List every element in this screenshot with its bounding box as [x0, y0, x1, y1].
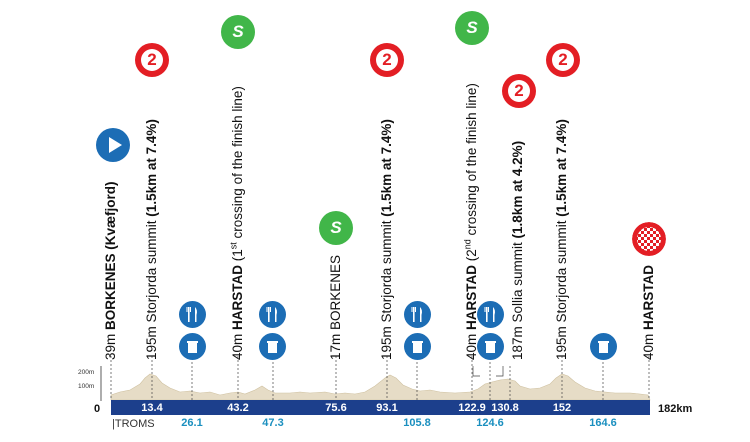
- km-top-label: 93.1: [376, 402, 398, 414]
- waypoint-label-sprint2: 17m BORKENES: [328, 254, 343, 360]
- fork-knife-icon: [179, 301, 206, 328]
- km-top-label: 43.2: [227, 402, 249, 414]
- km-top-label: 75.6: [325, 402, 347, 414]
- km-bottom-label: 164.6: [589, 417, 617, 429]
- waypoint-label-start: 39m BORKENES (Kvæfjord): [103, 181, 118, 360]
- trash-bin-icon: [179, 333, 206, 360]
- km-top-label: 152: [552, 402, 572, 414]
- km-bottom-label: 26.1: [181, 417, 203, 429]
- trash-bin-icon: [590, 333, 617, 360]
- guide-lines: [110, 356, 650, 400]
- region-label: |TROMS: [112, 418, 155, 430]
- trash-bin-icon: [404, 333, 431, 360]
- sollia-bracket: [472, 366, 504, 377]
- y-tick-100: 100m: [78, 383, 94, 390]
- km-bottom-label: 105.8: [403, 417, 431, 429]
- trash-bin-icon: [259, 333, 286, 360]
- km-bottom-label: 47.3: [262, 417, 284, 429]
- sprint-badge-icon: S: [221, 15, 255, 49]
- fork-knife-icon: [477, 301, 504, 328]
- trash-bin-icon: [477, 333, 504, 360]
- waypoint-label-kom2: 195m Storjorda summit (1.5km at 7.4%): [379, 119, 394, 360]
- start-km: 0: [94, 403, 100, 415]
- fork-knife-icon: [259, 301, 286, 328]
- fork-knife-icon: [404, 301, 431, 328]
- waypoint-label-kom4: 195m Storjorda summit (1.5km at 7.4%): [554, 119, 569, 360]
- km-top-label: 122.9: [458, 402, 486, 414]
- end-km: 182km: [658, 403, 692, 415]
- waypoint-label-finish: 40m HARSTAD: [641, 264, 656, 360]
- sprint-badge-icon: S: [319, 211, 353, 245]
- y-tick-200: 200m: [78, 369, 94, 376]
- terrain-area: [110, 373, 651, 401]
- km-bottom-label: 124.6: [476, 417, 504, 429]
- route-bar: [111, 400, 650, 415]
- waypoint-label-sprint1: 40m HARSTAD (1st crossing of the finish …: [228, 86, 246, 360]
- kom-badge-icon: 2: [135, 43, 169, 77]
- km-top-label: 130.8: [491, 402, 519, 414]
- kom-badge-icon: 2: [546, 43, 580, 77]
- waypoint-label-kom1: 195m Storjorda summit (1.5km at 7.4%): [144, 119, 159, 360]
- checkered-flag-icon: [632, 222, 666, 256]
- play-arrow-icon: [96, 128, 130, 162]
- kom-badge-icon: 2: [502, 74, 536, 108]
- waypoint-label-kom3: 187m Sollia summit (1.8km at 4.2%): [510, 140, 525, 360]
- km-top-label: 13.4: [141, 402, 163, 414]
- kom-badge-icon: 2: [370, 43, 404, 77]
- sprint-badge-icon: S: [455, 11, 489, 45]
